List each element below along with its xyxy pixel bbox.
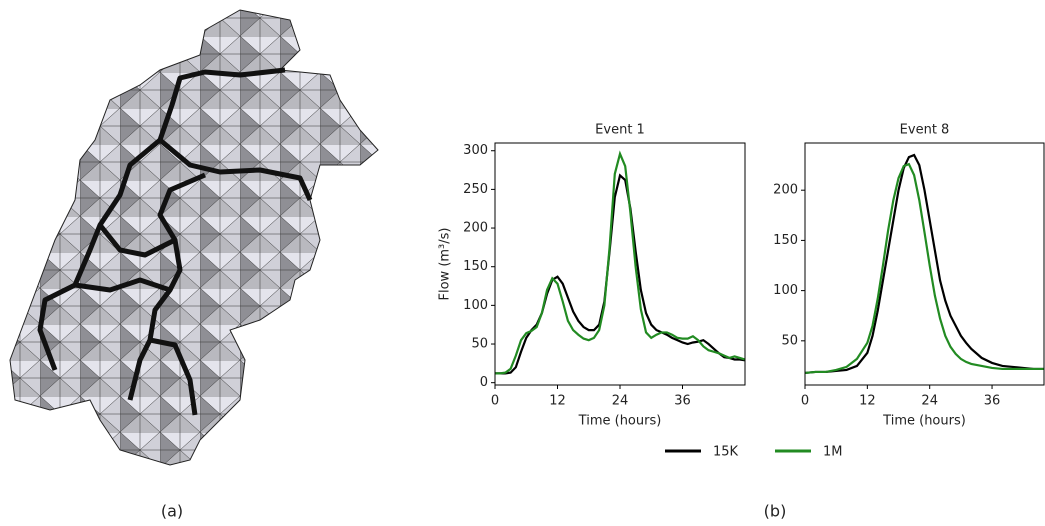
x-tick-label: 24 — [921, 394, 938, 409]
y-tick-label: 150 — [463, 259, 488, 274]
chart-title: Event 1 — [595, 123, 645, 138]
y-tick-label: 200 — [463, 221, 488, 236]
plot-frame — [804, 142, 1045, 386]
series-line — [495, 173, 745, 375]
x-axis-label: Time (hours) — [578, 414, 662, 429]
y-tick-label: 250 — [463, 182, 488, 197]
y-tick-label: 100 — [773, 283, 798, 298]
river — [158, 138, 313, 202]
rivers — [37, 67, 313, 416]
river — [74, 277, 171, 293]
river — [37, 67, 286, 371]
river — [98, 223, 177, 258]
y-tick-label: 50 — [781, 333, 798, 348]
y-axis-label: Flow (m³/s) — [438, 228, 453, 301]
x-tick-label: 0 — [491, 394, 499, 409]
y-tick-label: 100 — [463, 298, 488, 313]
river — [127, 172, 206, 401]
chart: 0 12 24 36 0 50 100 150 200 250 300 Event 1 Time (ho… — [438, 123, 746, 429]
series-line — [805, 153, 1044, 375]
series-line — [495, 150, 745, 375]
x-tick-label: 36 — [674, 394, 691, 409]
y-tick-label: 0 — [480, 375, 488, 390]
legend-label: 1M — [823, 445, 843, 460]
x-tick-label: 24 — [612, 394, 629, 409]
y-tick-label: 150 — [773, 233, 798, 248]
x-tick-label: 0 — [801, 394, 809, 409]
series-line — [805, 162, 1044, 375]
x-tick-label: 36 — [984, 394, 1001, 409]
y-tick-label: 50 — [471, 337, 488, 352]
panel-label: (b) — [764, 502, 787, 521]
legend-label: 15K — [713, 445, 739, 460]
legend: 15K 1M — [665, 445, 843, 460]
river — [149, 337, 198, 416]
y-tick-label: 300 — [463, 143, 488, 158]
x-tick-label: 12 — [549, 394, 566, 409]
x-tick-label: 12 — [859, 394, 876, 409]
chart-title: Event 8 — [900, 123, 950, 138]
y-tick-label: 200 — [773, 183, 798, 198]
x-axis-label: Time (hours) — [882, 414, 966, 429]
watershed-mesh — [9, 9, 379, 466]
panel-label: (a) — [161, 502, 183, 521]
mesh-map — [9, 9, 379, 466]
chart: 0 12 24 36 50 100 150 200 Event 8 Time (hours) — [773, 123, 1045, 429]
